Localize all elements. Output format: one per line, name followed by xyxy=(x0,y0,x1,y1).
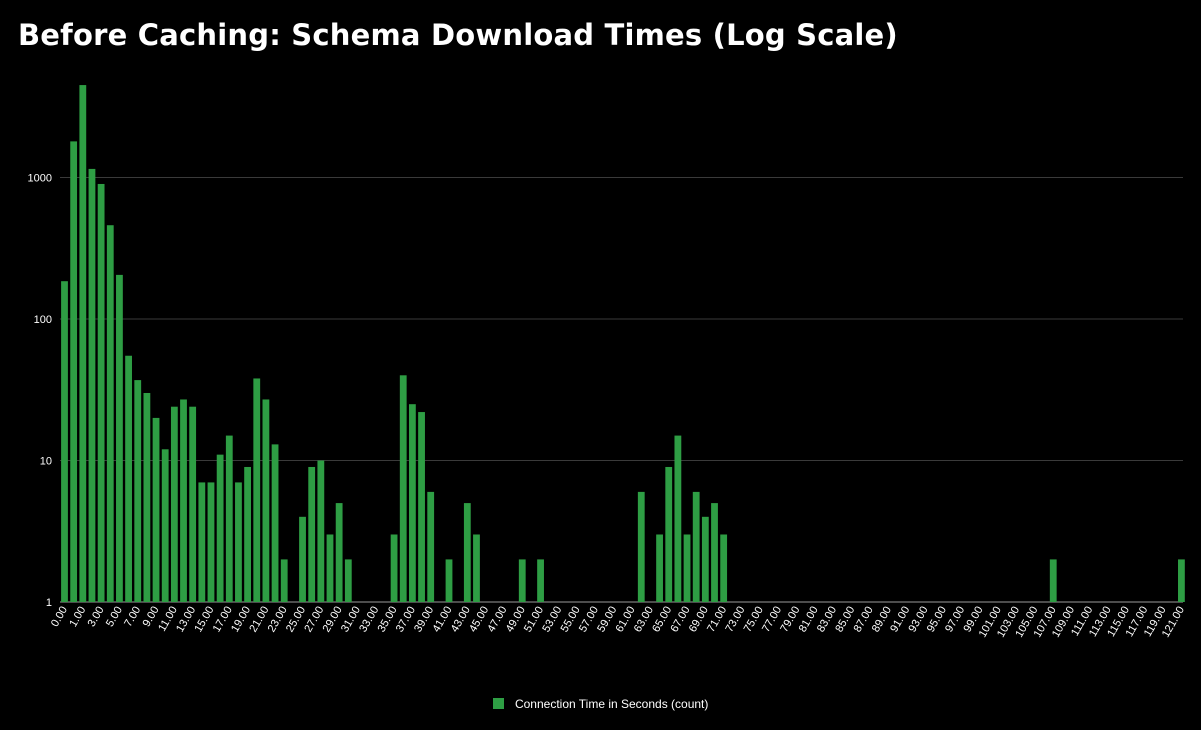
x-tick-label: 1.00 xyxy=(67,605,88,630)
bar[interactable] xyxy=(216,454,224,602)
y-axis: 1 10 100 1000 xyxy=(28,173,52,610)
y-tick-label: 10 xyxy=(40,456,52,468)
bar[interactable] xyxy=(106,225,114,602)
bar[interactable] xyxy=(335,503,343,602)
bar[interactable] xyxy=(537,559,544,602)
bar[interactable] xyxy=(445,559,453,602)
bar[interactable] xyxy=(125,355,132,602)
bar[interactable] xyxy=(244,466,251,602)
legend-label: Connection Time in Seconds (count) xyxy=(514,697,709,711)
bar[interactable] xyxy=(253,378,261,602)
bar[interactable] xyxy=(674,435,682,602)
y-tick-label: 100 xyxy=(34,314,52,326)
bar[interactable] xyxy=(317,460,325,603)
y-tick-label: 1000 xyxy=(28,173,52,185)
x-tick-label: 5.00 xyxy=(104,605,125,630)
bar[interactable] xyxy=(97,183,105,603)
bars xyxy=(61,85,1185,603)
bar[interactable] xyxy=(152,417,160,602)
chart-plot: 1 10 100 1000 0.001.003.005.007.009.0011.00… xyxy=(28,85,1187,640)
bar[interactable] xyxy=(271,444,279,602)
bar[interactable] xyxy=(280,559,288,602)
bar[interactable] xyxy=(116,274,123,602)
bar[interactable] xyxy=(225,435,233,602)
bar[interactable] xyxy=(692,491,700,602)
bar[interactable] xyxy=(134,380,142,602)
bar[interactable] xyxy=(170,406,178,602)
bar[interactable] xyxy=(326,534,334,602)
bar[interactable] xyxy=(518,559,526,602)
bar[interactable] xyxy=(399,375,407,602)
bar[interactable] xyxy=(88,168,96,602)
bar[interactable] xyxy=(61,281,68,602)
x-tick-label: 7.00 xyxy=(122,605,143,630)
bar[interactable] xyxy=(235,482,242,602)
bar[interactable] xyxy=(1178,559,1185,602)
bar[interactable] xyxy=(665,466,673,602)
bar[interactable] xyxy=(463,503,471,602)
chart-title: Before Caching: Schema Download Times (L… xyxy=(18,18,898,52)
bar[interactable] xyxy=(656,534,663,602)
bar[interactable] xyxy=(637,491,645,602)
x-tick-label: 0.00 xyxy=(49,605,70,630)
bar[interactable] xyxy=(720,534,728,602)
bar[interactable] xyxy=(473,534,480,602)
bar[interactable] xyxy=(143,392,151,602)
bar[interactable] xyxy=(180,399,187,602)
bar[interactable] xyxy=(207,482,215,602)
bar[interactable] xyxy=(189,406,197,602)
bar[interactable] xyxy=(711,503,718,602)
bar[interactable] xyxy=(262,399,270,602)
bar[interactable] xyxy=(390,534,398,602)
bar[interactable] xyxy=(344,559,352,602)
y-tick-label: 1 xyxy=(46,597,52,609)
bar[interactable] xyxy=(161,449,169,602)
bar[interactable] xyxy=(70,141,78,602)
bar[interactable] xyxy=(198,482,206,602)
bar[interactable] xyxy=(418,412,425,602)
bar[interactable] xyxy=(79,85,87,602)
bar[interactable] xyxy=(701,516,709,602)
legend-swatch xyxy=(492,698,504,709)
bar[interactable] xyxy=(683,534,691,602)
x-axis: 0.001.003.005.007.009.0011.0013.0015.001… xyxy=(49,605,1187,640)
legend[interactable]: Connection Time in Seconds (count) xyxy=(0,697,1201,711)
x-tick-label: 3.00 xyxy=(86,605,107,630)
bar[interactable] xyxy=(427,491,435,602)
bar[interactable] xyxy=(308,466,316,602)
bar[interactable] xyxy=(1049,559,1057,602)
bar[interactable] xyxy=(299,516,306,602)
bar[interactable] xyxy=(408,404,416,602)
